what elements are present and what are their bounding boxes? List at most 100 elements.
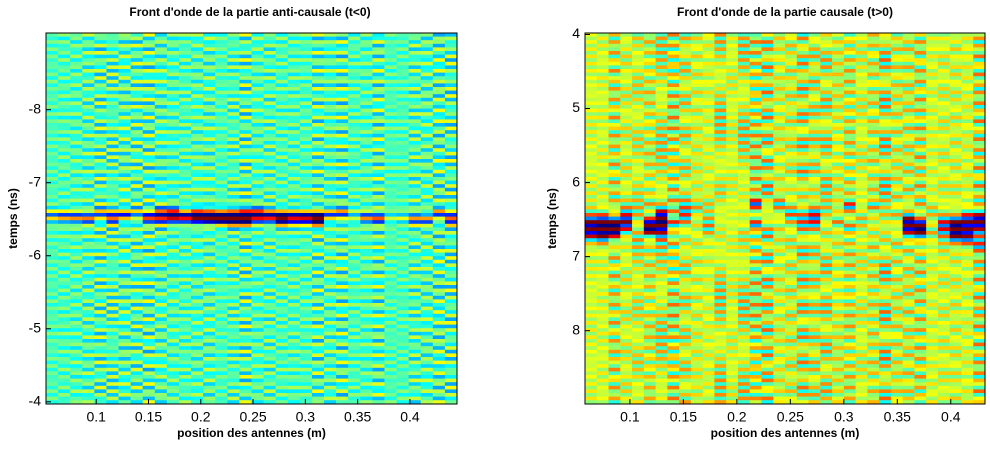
heatmap-cell: [191, 79, 204, 84]
heatmap-cell: [191, 130, 204, 135]
heatmap-cell: [227, 159, 240, 164]
heatmap-cell: [372, 342, 385, 347]
heatmap-cell: [726, 277, 739, 282]
heatmap-cell: [420, 349, 434, 354]
heatmap-cell: [432, 400, 446, 404]
heatmap-cell: [432, 33, 446, 38]
heatmap-cell: [142, 90, 156, 95]
heatmap-cell: [287, 220, 301, 225]
heatmap-cell: [251, 281, 265, 286]
heatmap-cell: [154, 371, 168, 376]
heatmap-cell: [299, 76, 313, 81]
heatmap-cell: [384, 263, 398, 268]
heatmap-cell: [154, 367, 168, 372]
heatmap-cell: [585, 123, 598, 128]
heatmap-cell: [643, 396, 657, 401]
heatmap-cell: [178, 101, 192, 106]
heatmap-cell: [311, 202, 325, 207]
heatmap-cell: [384, 101, 398, 106]
heatmap-cell: [667, 216, 680, 221]
heatmap-cell: [82, 382, 95, 387]
heatmap-cell: [82, 101, 95, 106]
heatmap-cell: [94, 133, 107, 138]
heatmap-cell: [655, 306, 668, 311]
heatmap-cell: [726, 101, 739, 106]
heatmap-cell: [420, 389, 434, 394]
heatmap-cell: [82, 126, 95, 131]
heatmap-cell: [299, 209, 313, 214]
heatmap-cell: [444, 61, 457, 66]
heatmap-cell: [396, 108, 410, 113]
heatmap-cell: [702, 285, 715, 290]
heatmap-cell: [287, 328, 301, 333]
heatmap-cell: [203, 353, 216, 358]
heatmap-cell: [106, 191, 120, 196]
heatmap-cell: [372, 105, 385, 110]
heatmap-cell: [372, 281, 385, 286]
heatmap-cell: [154, 97, 168, 102]
heatmap-cell: [118, 328, 132, 333]
heatmap-cell: [714, 33, 727, 38]
heatmap-cell: [690, 36, 704, 41]
heatmap-cell: [360, 303, 373, 308]
heatmap-cell: [215, 277, 228, 282]
heatmap-cell: [336, 187, 349, 192]
heatmap-cell: [737, 180, 751, 185]
heatmap-cell: [130, 339, 144, 344]
heatmap-cell: [178, 209, 192, 214]
heatmap-cell: [239, 72, 252, 77]
heatmap-cell: [227, 385, 240, 390]
heatmap-cell: [166, 396, 180, 401]
heatmap-cell: [227, 90, 240, 95]
heatmap-cell: [348, 40, 361, 45]
heatmap-cell: [118, 259, 132, 264]
heatmap-cell: [203, 346, 216, 351]
heatmap-cell: [432, 166, 446, 171]
heatmap-cell: [420, 256, 434, 261]
heatmap-cell: [336, 231, 349, 236]
heatmap-cell: [299, 130, 313, 135]
heatmap-cell: [263, 87, 277, 92]
heatmap-cell: [106, 144, 120, 149]
heatmap-cell: [384, 87, 398, 92]
heatmap-cell: [408, 223, 422, 228]
heatmap-cell: [203, 216, 216, 221]
heatmap-cell: [299, 108, 313, 113]
heatmap-cell: [384, 299, 398, 304]
heatmap-cell: [130, 202, 144, 207]
heatmap-cell: [396, 389, 410, 394]
heatmap-cell: [46, 130, 59, 135]
heatmap-cell: [191, 317, 204, 322]
heatmap-cell: [384, 112, 398, 117]
heatmap-cell: [396, 277, 410, 282]
heatmap-cell: [118, 108, 132, 113]
heatmap-cell: [336, 58, 349, 63]
heatmap-cell: [608, 65, 621, 70]
heatmap-cell: [82, 353, 95, 358]
heatmap-cell: [287, 61, 301, 66]
heatmap-cell: [239, 238, 252, 243]
heatmap-cell: [702, 97, 715, 102]
heatmap-cell: [702, 245, 715, 250]
heatmap-cell: [408, 133, 422, 138]
heatmap-cell: [702, 321, 715, 326]
heatmap-cell: [714, 220, 727, 225]
heatmap-cell: [348, 360, 361, 365]
heatmap-cell: [215, 97, 228, 102]
heatmap-cell: [596, 61, 610, 66]
heatmap-cell: [70, 364, 83, 369]
heatmap-cell: [215, 274, 228, 279]
heatmap-cell: [287, 166, 301, 171]
heatmap-cell: [154, 141, 168, 146]
heatmap-cell: [215, 267, 228, 272]
heatmap-cell: [585, 385, 598, 390]
heatmap-cell: [82, 198, 95, 203]
heatmap-cell: [251, 346, 265, 351]
heatmap-cell: [585, 285, 598, 290]
heatmap-cell: [299, 180, 313, 185]
heatmap-cell: [239, 137, 252, 142]
heatmap-cell: [324, 61, 337, 66]
heatmap-cell: [608, 393, 621, 398]
heatmap-cell: [46, 277, 59, 282]
heatmap-cell: [94, 166, 107, 171]
